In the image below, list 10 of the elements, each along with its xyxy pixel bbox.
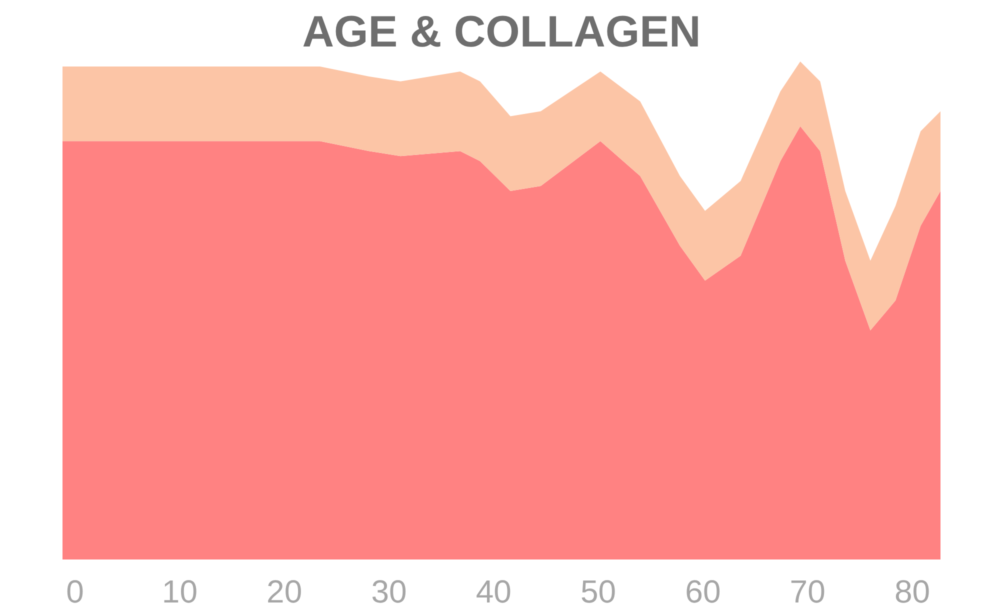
x-tick-label: 80 [894, 574, 930, 609]
x-tick-label: 60 [685, 574, 721, 609]
x-tick-label: 10 [162, 574, 198, 609]
x-tick-label: 20 [266, 574, 302, 609]
x-tick-label: 50 [580, 574, 616, 609]
x-tick-label: 70 [790, 574, 826, 609]
x-tick-label: 40 [476, 574, 512, 609]
x-tick-label: 30 [371, 574, 407, 609]
chart-title: AGE & COLLAGEN [302, 8, 701, 56]
x-tick-label: 0 [66, 574, 84, 609]
